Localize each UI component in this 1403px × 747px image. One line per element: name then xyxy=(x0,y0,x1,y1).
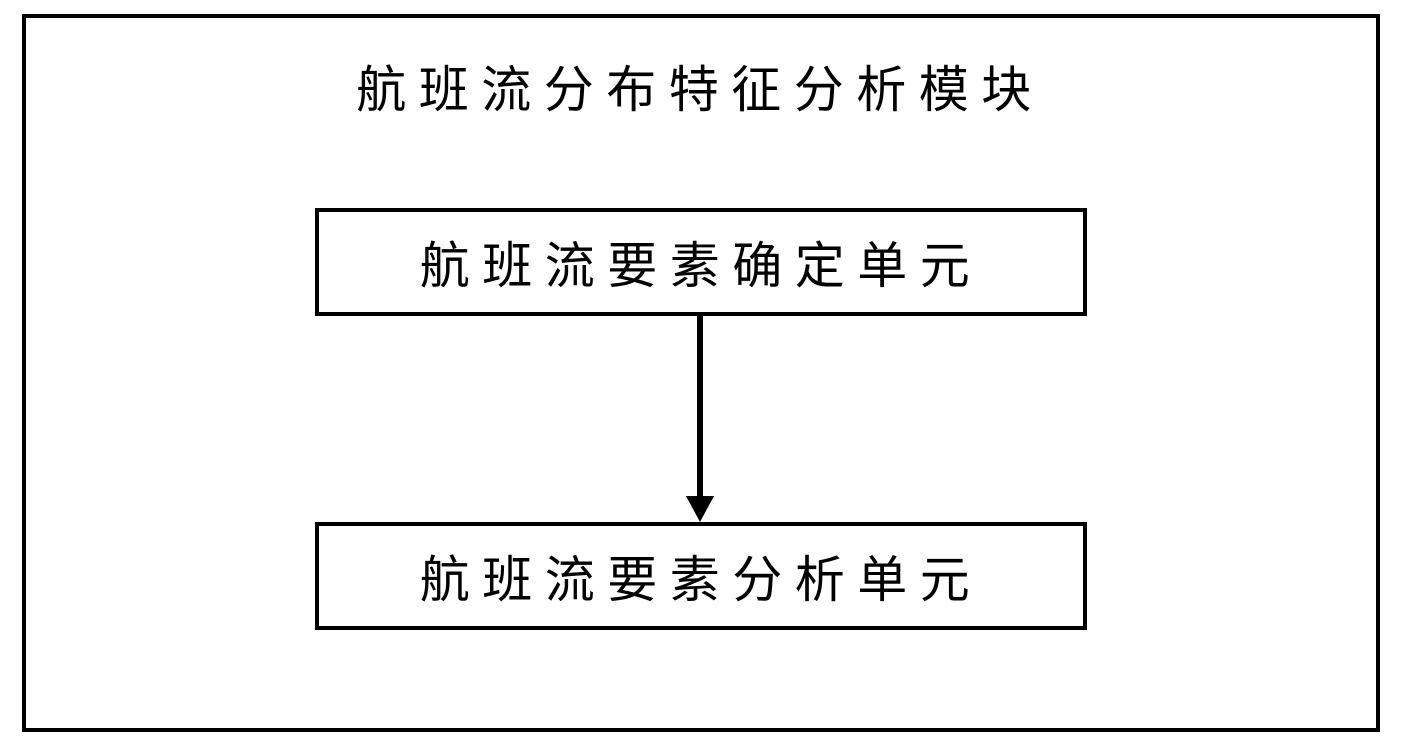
arrow-shaft xyxy=(697,316,703,496)
module-title: 航班流分布特征分析模块 xyxy=(300,50,1100,122)
box-determine-unit: 航班流要素确定单元 xyxy=(315,208,1087,316)
box-determine-unit-label: 航班流要素确定单元 xyxy=(420,226,983,298)
box-analysis-unit: 航班流要素分析单元 xyxy=(315,522,1087,630)
box-analysis-unit-label: 航班流要素分析单元 xyxy=(420,540,983,612)
arrow-head-icon xyxy=(686,496,714,522)
